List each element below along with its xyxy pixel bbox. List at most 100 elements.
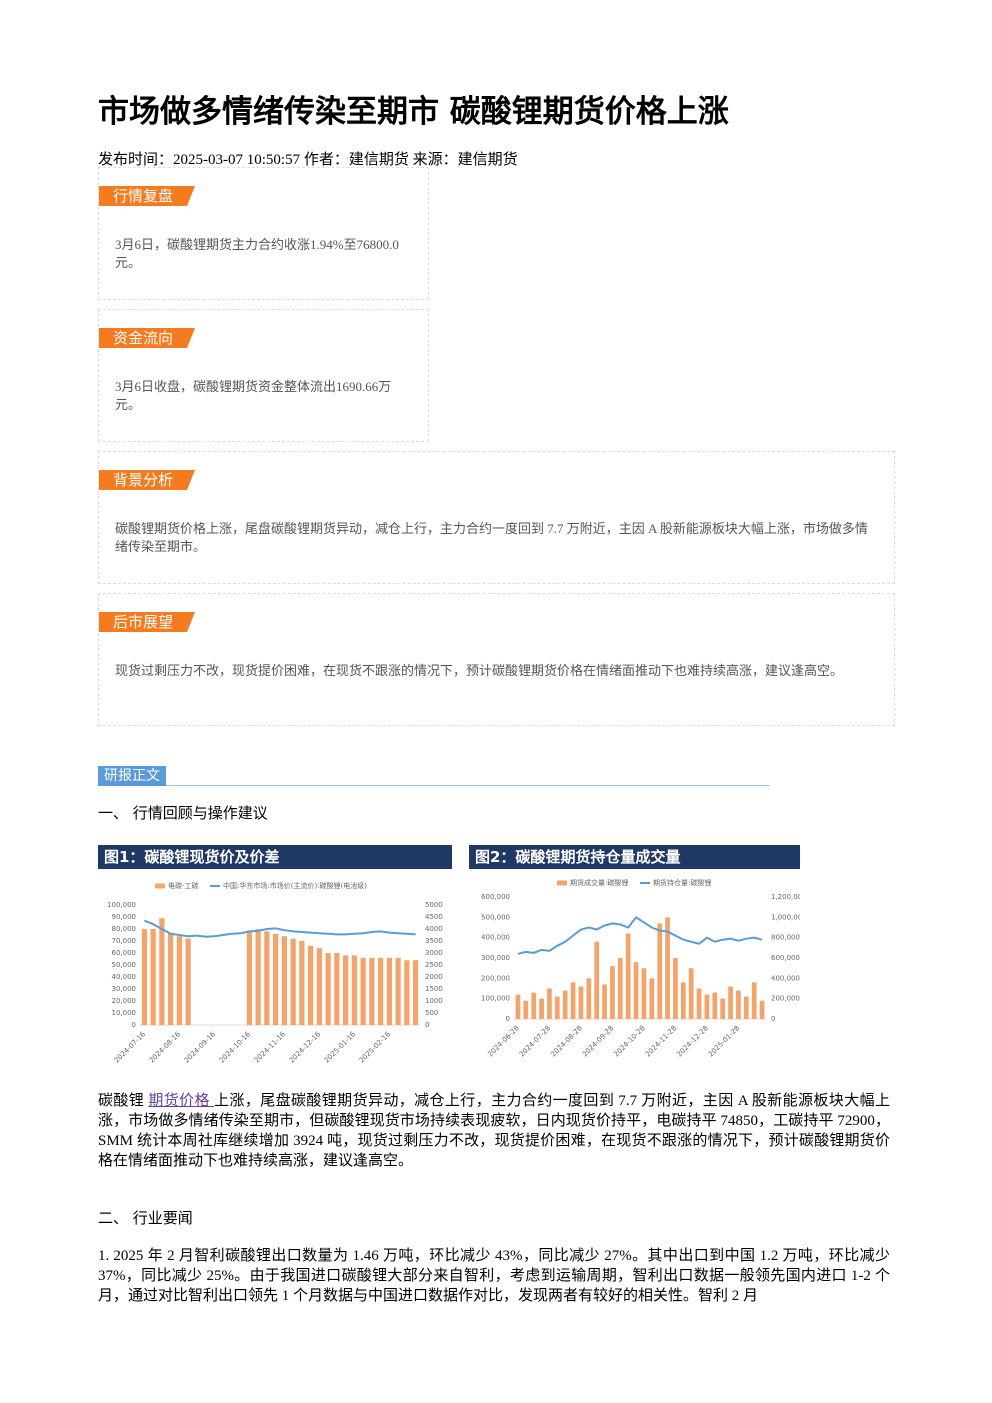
heading: 二、 行业要闻 [98, 1209, 193, 1227]
y-tick-label: 100,000 [481, 995, 510, 1003]
y2-tick-label: 400,000 [771, 974, 800, 982]
x-tick-label: 2024-10-28 [612, 1024, 646, 1058]
bar [255, 929, 261, 1025]
y-tick-label: 400,000 [481, 934, 510, 942]
bar [185, 938, 191, 1025]
bar [712, 992, 718, 1019]
figure-title: 图1：碳酸锂现货价及价差 [98, 845, 452, 869]
meta: 发布时间：2025-03-07 10:50:57 作者：建信期货 来源：建信期货 [98, 152, 518, 168]
x-tick-label: 2025-01-28 [707, 1024, 741, 1058]
section-rule [98, 785, 770, 786]
y2-tick-label: 1,200,000 [771, 893, 800, 901]
x-tick-label: 2024-11-28 [644, 1024, 678, 1058]
x-tick-label: 2024-06-28 [486, 1024, 520, 1058]
y2-tick-label: 5000 [425, 901, 443, 909]
y2-tick-label: 1,000,000 [771, 913, 800, 921]
card-tag: 行情复盘 [99, 186, 195, 206]
bar [625, 933, 631, 1019]
text: 碳酸锂 [98, 1093, 149, 1109]
y-tick-label: 600,000 [481, 893, 510, 901]
bar [273, 933, 279, 1025]
bar [176, 936, 182, 1025]
y-tick-label: 100,000 [107, 901, 136, 909]
bar [665, 917, 670, 1019]
y-tick-label: 300,000 [481, 954, 510, 962]
bar [334, 953, 340, 1025]
y2-tick-label: 800,000 [771, 934, 800, 942]
bar [696, 988, 702, 1019]
bar [369, 957, 375, 1025]
card-tag: 背景分析 [99, 470, 195, 490]
bar [378, 957, 384, 1025]
text: 上涨，尾盘碳酸锂期货异动，减仓上行，主力合约一度回到 7.7 万附近，主因 A … [98, 1093, 890, 1169]
bar [657, 923, 663, 1019]
y-tick-label: 50,000 [112, 961, 137, 969]
bar [680, 982, 686, 1019]
card-text: 碳酸锂期货价格上涨，尾盘碳酸锂期货异动，减仓上行，主力合约一度回到 7.7 万附… [115, 521, 868, 554]
y2-tick-label: 600,000 [771, 954, 800, 962]
chart: 0 100,000 200,000 300,000 400,000 500,000 600,… [481, 878, 807, 1059]
x-tick-label: 2024-07-16 [113, 1030, 148, 1065]
card: 行情复盘 3月6日，碳酸锂期货主力合约收涨1.94%至76800.0元。 [98, 167, 429, 300]
x-tick-label: 2025-02-16 [358, 1030, 393, 1065]
page-title: 市场做多情绪传染至期市 碳酸锂期货价格上涨 [98, 94, 729, 130]
card-text: 3月6日，碳酸锂期货主力合约收涨1.94%至76800.0元。 [115, 237, 399, 270]
x-tick-label: 2024-07-28 [518, 1024, 552, 1058]
chart: 0 10,000 20,000 30,000 40,000 50,000 60,000 70,… [107, 881, 443, 1065]
bar [395, 957, 401, 1025]
bar [743, 996, 749, 1019]
y-tick-label: 500,000 [481, 913, 510, 921]
bar [547, 988, 552, 1019]
x-tick-label: 2025-01-16 [323, 1030, 358, 1065]
figure: 图1：碳酸锂现货价及价差 0 10,000 20,000 30,000 40,000 50… [98, 845, 452, 1086]
y-tick-label: 90,000 [112, 913, 137, 921]
bar [594, 941, 600, 1019]
y2-tick-label: 4000 [425, 925, 443, 933]
bar [531, 992, 537, 1019]
bar [351, 955, 357, 1025]
bar [736, 990, 741, 1019]
y2-tick-label: 1000 [425, 997, 443, 1005]
x-tick-label: 2024-09-16 [183, 1030, 218, 1065]
bar [159, 918, 165, 1025]
bar [413, 960, 419, 1025]
y2-tick-label: 500 [425, 1009, 438, 1017]
bar [578, 986, 584, 1019]
y-tick-label: 40,000 [112, 973, 137, 981]
link[interactable]: 期货价格 [148, 1093, 215, 1109]
y-tick-label: 30,000 [112, 985, 137, 993]
card-tag: 资金流向 [99, 328, 195, 348]
bar [386, 957, 392, 1025]
legend-label: 期货成交量:碳酸锂 [570, 878, 628, 887]
bar [290, 938, 296, 1025]
bar [281, 936, 287, 1025]
card-tag: 后市展望 [99, 612, 195, 632]
y2-tick-label: 3500 [425, 937, 443, 945]
bar [316, 948, 322, 1025]
legend-label: 中国:华东市场:市场价(主流价):碳酸锂(电池级) [223, 881, 367, 890]
card-text: 现货过剩压力不改，现货提价困难，在现货不跟涨的情况下，预计碳酸锂期货价格在情绪面… [115, 663, 844, 678]
bar [728, 986, 733, 1019]
legend-label: 期货持仓量:碳酸锂 [653, 878, 711, 887]
legend-label: 电碳-工碳 [168, 881, 199, 890]
x-tick-label: 2024-09-28 [581, 1024, 615, 1058]
bar [404, 960, 410, 1025]
paragraph: 1. 2025 年 2 月智利碳酸锂出口数量为 1.46 万吨，环比减少 43%… [98, 1248, 890, 1304]
bar [617, 958, 623, 1019]
y2-tick-label: 1500 [425, 985, 443, 993]
card: 背景分析 碳酸锂期货价格上涨，尾盘碳酸锂期货异动，减仓上行，主力合约一度回到 7… [98, 451, 895, 584]
card-text: 3月6日收盘，碳酸锂期货资金整体流出1690.66万元。 [115, 379, 392, 412]
bar [649, 978, 655, 1019]
bar [562, 990, 568, 1019]
bar [554, 996, 560, 1019]
y2-tick-label: 3000 [425, 949, 443, 957]
bar [586, 978, 592, 1019]
bar [602, 984, 607, 1019]
y-tick-label: 20,000 [112, 997, 137, 1005]
bar [688, 968, 694, 1019]
bar [343, 955, 349, 1025]
line [517, 915, 763, 955]
y2-tick-label: 2000 [425, 973, 443, 981]
legend-swatch [557, 880, 567, 886]
